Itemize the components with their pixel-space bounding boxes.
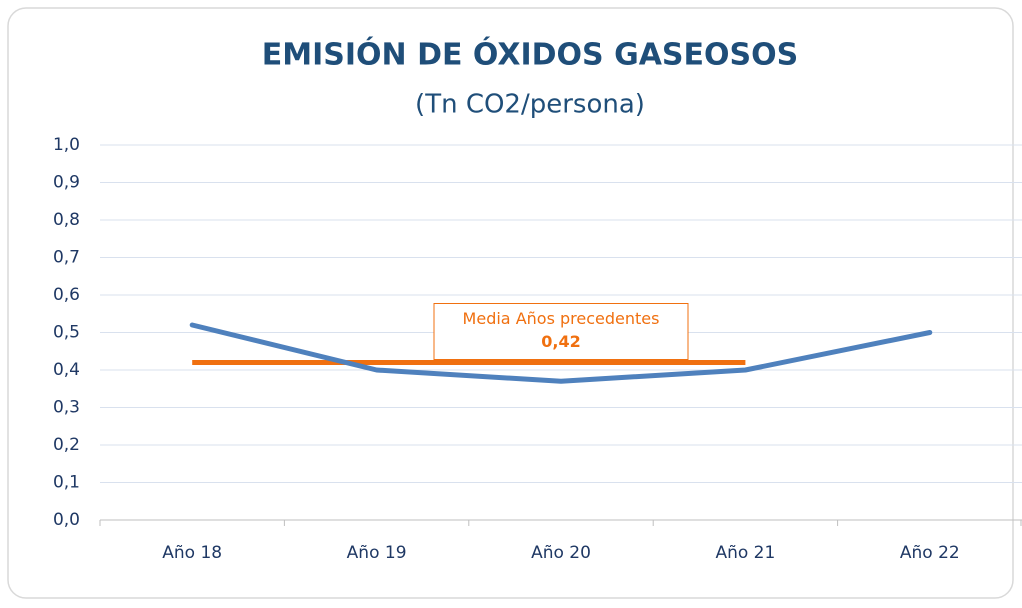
y-tick-label: 0,1 bbox=[53, 473, 80, 493]
x-tick-label: Año 19 bbox=[347, 543, 407, 563]
data-label: 0,42 bbox=[541, 332, 580, 351]
x-tick-label: Año 22 bbox=[900, 543, 960, 563]
chart-subtitle: (Tn CO2/persona) bbox=[415, 90, 645, 120]
y-tick-label: 0,4 bbox=[53, 360, 80, 380]
x-tick-label: Año 21 bbox=[715, 543, 775, 563]
x-tick-label: Año 20 bbox=[531, 543, 591, 563]
y-tick-label: 0,7 bbox=[53, 248, 80, 268]
y-tick-label: 0,2 bbox=[53, 435, 80, 455]
y-tick-label: 0,8 bbox=[53, 210, 80, 230]
y-tick-label: 0,3 bbox=[53, 398, 80, 418]
data-line bbox=[189, 322, 933, 384]
y-tick-label: 1,0 bbox=[53, 135, 80, 155]
x-tick-label: Año 18 bbox=[162, 543, 222, 563]
y-tick-label: 0,9 bbox=[53, 173, 80, 193]
annotation-box bbox=[433, 303, 689, 360]
chart-title: EMISIÓN DE ÓXIDOS GASEOSOS bbox=[262, 36, 799, 73]
y-tick-label: 0,5 bbox=[53, 323, 80, 343]
y-tick-label: 0,0 bbox=[53, 510, 80, 530]
y-tick-label: 0,6 bbox=[53, 285, 80, 305]
annotation-text: Media Años precedentes bbox=[463, 309, 660, 328]
